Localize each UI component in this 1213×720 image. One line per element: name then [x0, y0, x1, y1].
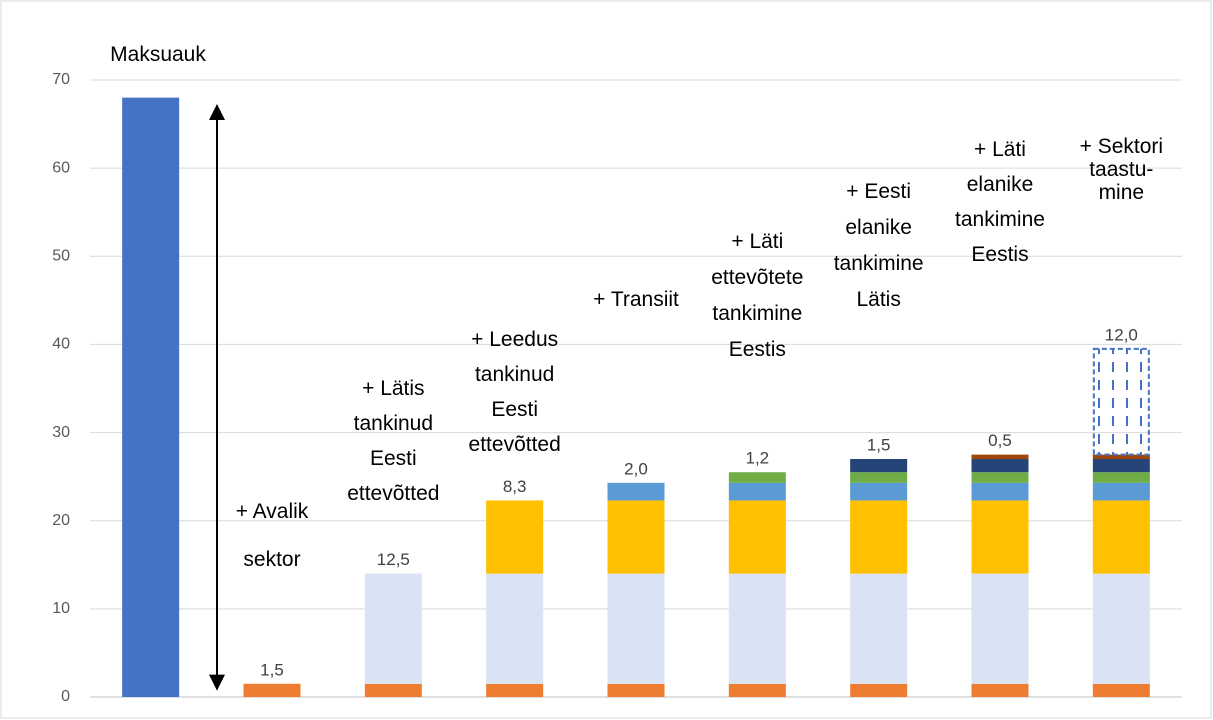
bar-segment — [728, 500, 786, 574]
bar-segment — [971, 573, 1029, 684]
bar-segment — [1092, 482, 1150, 501]
bar-segment — [607, 683, 665, 697]
bar-segment — [971, 500, 1029, 574]
bar-segment — [728, 472, 786, 483]
bar-segment — [971, 454, 1029, 460]
bar-segment — [607, 500, 665, 574]
bar-segment — [607, 573, 665, 684]
bar-segment — [122, 97, 180, 698]
bar-segment — [728, 683, 786, 697]
category-label: Maksuauk — [110, 43, 206, 66]
y-tick-label: 70 — [52, 71, 70, 88]
bar-segment — [850, 482, 908, 501]
category-label: + Lätis tankinud Eesti ettevõtted — [347, 377, 439, 505]
category-label: + Läti ettevõtete tankimine Eestis — [711, 230, 803, 361]
bar-segment — [1092, 454, 1150, 460]
category-label: + Sektori taastu-mine — [1080, 135, 1163, 204]
bar-segment — [243, 683, 301, 697]
data-label: 0,5 — [988, 431, 1012, 450]
y-tick-label: 50 — [52, 248, 70, 265]
category-label: + Transiit — [593, 288, 679, 311]
y-tick-label: 60 — [52, 159, 70, 176]
bar-segment — [1092, 459, 1150, 473]
category-label: + Läti elanike tankimine Eestis — [955, 138, 1045, 266]
bar-segment — [971, 472, 1029, 483]
bar-segment — [971, 459, 1029, 473]
bar-segment — [850, 472, 908, 483]
bar-segment — [728, 573, 786, 684]
bar-segment — [1092, 500, 1150, 574]
data-label: 12,0 — [1105, 325, 1138, 344]
y-tick-label: 30 — [52, 424, 70, 441]
bar-segment — [850, 500, 908, 574]
bar-segment — [850, 459, 908, 473]
bar-segment — [1092, 573, 1150, 684]
bar-segment — [364, 683, 422, 697]
bar-segment — [486, 573, 544, 684]
data-label: 8,3 — [503, 477, 527, 496]
category-label: + Leedus tankinud Eesti ettevõtted — [469, 328, 561, 456]
data-label: 1,5 — [867, 435, 891, 454]
bar-segment — [607, 482, 665, 501]
y-tick-label: 0 — [61, 688, 70, 705]
y-tick-label: 10 — [52, 600, 70, 617]
bar-segment — [486, 683, 544, 697]
bar-segment — [971, 482, 1029, 501]
bar-segment — [850, 573, 908, 684]
category-label: + Eesti elanike tankimine Lätis — [834, 180, 924, 311]
bar-segment — [971, 683, 1029, 697]
category-label: + Avalik sektor — [236, 500, 309, 571]
bar-segment — [1092, 347, 1150, 456]
bar-segment — [1092, 472, 1150, 483]
bar-segment — [1092, 683, 1150, 697]
data-label: 2,0 — [624, 459, 648, 478]
data-label: 1,2 — [746, 449, 770, 468]
bar-segment — [728, 482, 786, 501]
bar-segment — [364, 573, 422, 684]
bar-segment — [850, 683, 908, 697]
y-tick-label: 40 — [52, 336, 70, 353]
data-label: 1,5 — [260, 660, 284, 679]
y-tick-label: 20 — [52, 512, 70, 529]
bar-segment — [486, 500, 544, 574]
data-label: 12,5 — [377, 550, 410, 569]
